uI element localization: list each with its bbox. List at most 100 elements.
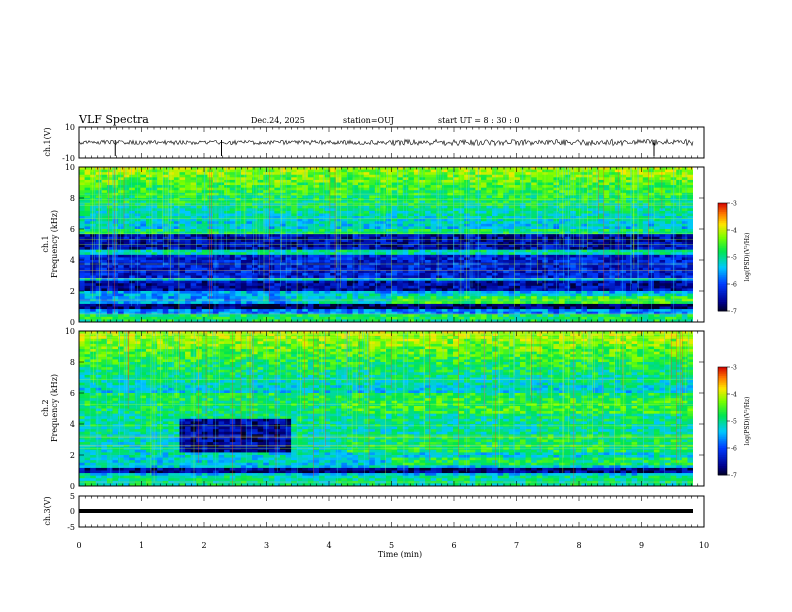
spectrogram-cell [514,244,521,248]
spectrogram-cell [480,187,487,191]
spectrogram-cell [196,241,203,245]
spectrogram-cell [235,187,242,191]
spectrogram-cell [441,179,448,183]
spectrogram-cell [129,205,136,209]
spectrogram-cell [185,223,192,227]
spectrogram-cell [659,257,666,261]
spectrogram-cell [681,221,688,225]
spectrogram-cell [196,234,203,238]
spectrogram-cell [659,208,666,212]
spectrogram-cell [285,172,292,176]
spectrogram-cell [319,270,325,274]
spectrogram-cell [575,229,582,232]
spectrogram-cell [547,218,554,222]
spectrogram-cell [581,182,588,186]
spectrogram-cell [391,216,398,220]
spectrogram-cell [101,265,108,269]
spectrogram-cell [106,216,113,220]
spectrogram-cell [229,216,236,220]
spectrogram-cell [676,229,683,232]
spectrogram-cell [514,221,521,225]
spectrogram-cell [469,179,476,183]
spectrogram-cell [218,210,225,214]
spectrogram-cell [218,218,225,222]
spectrogram-cell [508,169,515,173]
spectrogram-cell [586,210,593,214]
spectrogram-cell [358,265,365,269]
spectrogram-cell [145,265,152,269]
spectrogram-cell [531,236,538,240]
spectrogram-cell [525,254,532,258]
spectrogram-cell [346,172,353,176]
spectrogram-cell [118,169,125,173]
spectrogram-cell [235,208,242,212]
spectrogram-cell [497,200,504,204]
spectrogram-cell [547,231,554,235]
spectrogram-cell [469,195,476,199]
spectrogram-cell [570,234,577,238]
spectrogram-cell [592,236,599,240]
spectrogram-cell [570,213,577,217]
spectrogram-cell [598,223,605,227]
spectrogram-cell [291,205,298,209]
spectrogram-cell [547,200,554,204]
spectrogram-cell [397,218,404,222]
spectrogram-cell [274,210,281,214]
spectrogram-cell [274,216,281,220]
spectrogram-cell [464,257,471,261]
spectrogram-cell [419,187,426,191]
spectrogram-cell [252,177,259,181]
spectrogram-cell [408,244,415,248]
spectrogram-cell [229,278,236,282]
spectrogram-cell [503,174,510,178]
spectrogram-cell [687,236,694,240]
spectrogram-cell [129,278,136,282]
spectrogram-cell [430,210,437,214]
spectrogram-cell [642,244,649,248]
spectrogram-cell [536,187,543,191]
spectrogram-cell [296,226,303,230]
spectrogram-cell [620,257,627,261]
spectrogram-cell [173,208,180,212]
spectrogram-cell [79,275,85,279]
spectrogram-cell [687,229,694,232]
spectrogram-cell [676,216,683,220]
spectrogram-cell [285,229,292,232]
spectrogram-cell [319,179,325,183]
spectrogram-cell [84,254,91,258]
spectrogram-cell [642,185,649,189]
spectrogram-cell [609,229,616,232]
spectrogram-cell [374,244,381,248]
spectrogram-cell [430,187,437,191]
spectrogram-cell [687,179,694,183]
spectrogram-cell [508,218,515,222]
spectrogram-cell [447,179,454,183]
spectrogram-cell [95,272,102,276]
spectrogram-cell [458,203,465,207]
spectrogram-cell [547,247,554,251]
spectrogram-cell [279,216,286,220]
spectrogram-cell [140,249,147,253]
spectrogram-cell [145,275,152,279]
spectrogram-cell [151,169,158,173]
spectrogram-cell [229,177,236,181]
spectrogram-cell [408,229,415,232]
spectrogram-cell [240,205,247,209]
spectrogram-cell [386,226,392,230]
spectrogram-cell [224,249,231,253]
spectrogram-cell [151,257,158,261]
spectrogram-cell [469,234,476,238]
spectrogram-cell [397,249,404,253]
spectrogram-cell [480,213,487,217]
spectrogram-cell [346,200,353,204]
spectrogram-cell [620,216,627,220]
spectrogram-cell [79,179,85,183]
spectrogram-cell [307,265,314,269]
spectrogram-cell [129,226,136,230]
spectrogram-cell [653,187,660,191]
spectrogram-cell [257,226,264,230]
spectrogram-cell [123,226,130,230]
spectrogram-cell [84,278,91,282]
spectrogram-cell [447,239,454,243]
spectrogram-cell [614,213,621,217]
